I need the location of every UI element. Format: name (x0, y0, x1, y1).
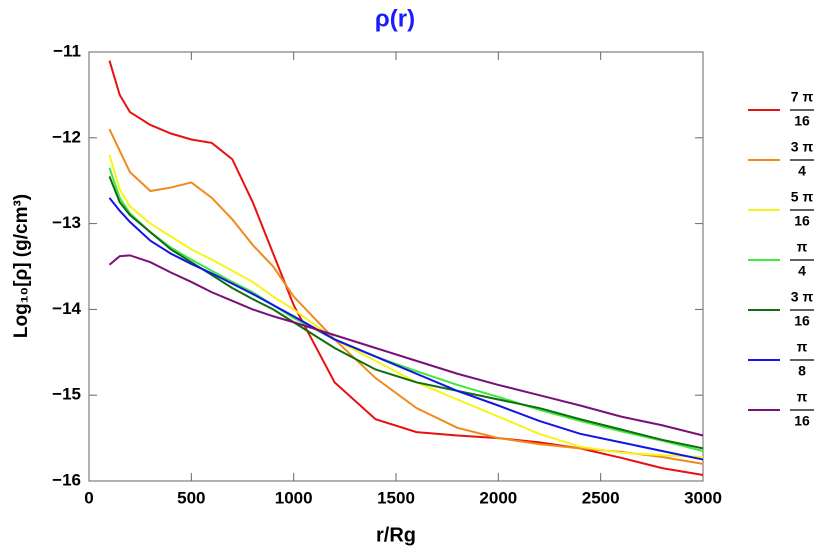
legend-numerator: 3 π (791, 139, 814, 155)
legend-numerator: π (797, 239, 808, 255)
x-axis-label: r/Rg (376, 524, 416, 546)
plot-frame (88, 51, 704, 482)
series-line (108, 197, 704, 461)
legend-denominator: 16 (794, 313, 810, 329)
x-tick-label: 1500 (377, 488, 415, 507)
series-line (108, 176, 704, 450)
y-tick-label: −15 (52, 385, 81, 404)
chart-title: ρ(r) (375, 5, 415, 32)
y-tick-label: −12 (52, 127, 81, 146)
x-tick-label: 2000 (479, 488, 517, 507)
x-tick-label: 500 (177, 488, 205, 507)
legend-numerator: 7 π (791, 89, 814, 105)
x-tick-label: 0 (84, 488, 93, 507)
legend-numerator: 5 π (791, 189, 814, 205)
legend-denominator: 4 (798, 163, 806, 179)
x-tick-label: 2500 (582, 488, 620, 507)
y-tick-label: −16 (52, 470, 81, 489)
x-tick-label: 3000 (684, 488, 722, 507)
series-line (108, 167, 704, 452)
y-axis-label: Log₁₀[ρ] (g/cm³) (11, 194, 32, 338)
legend-denominator: 16 (794, 113, 810, 129)
legend-numerator: 3 π (791, 289, 814, 305)
x-tick-label: 1000 (275, 488, 313, 507)
y-tick-label: −11 (53, 41, 81, 60)
legend-denominator: 16 (794, 213, 810, 229)
series-line (108, 128, 704, 465)
y-tick-label: −13 (52, 213, 81, 232)
y-tick-label: −14 (52, 299, 81, 318)
legend-denominator: 8 (798, 363, 806, 379)
series-line (108, 154, 704, 458)
series-line (108, 254, 704, 437)
legend-denominator: 4 (798, 263, 806, 279)
legend-numerator: π (797, 389, 808, 405)
legend-numerator: π (797, 339, 808, 355)
legend-denominator: 16 (794, 413, 810, 429)
